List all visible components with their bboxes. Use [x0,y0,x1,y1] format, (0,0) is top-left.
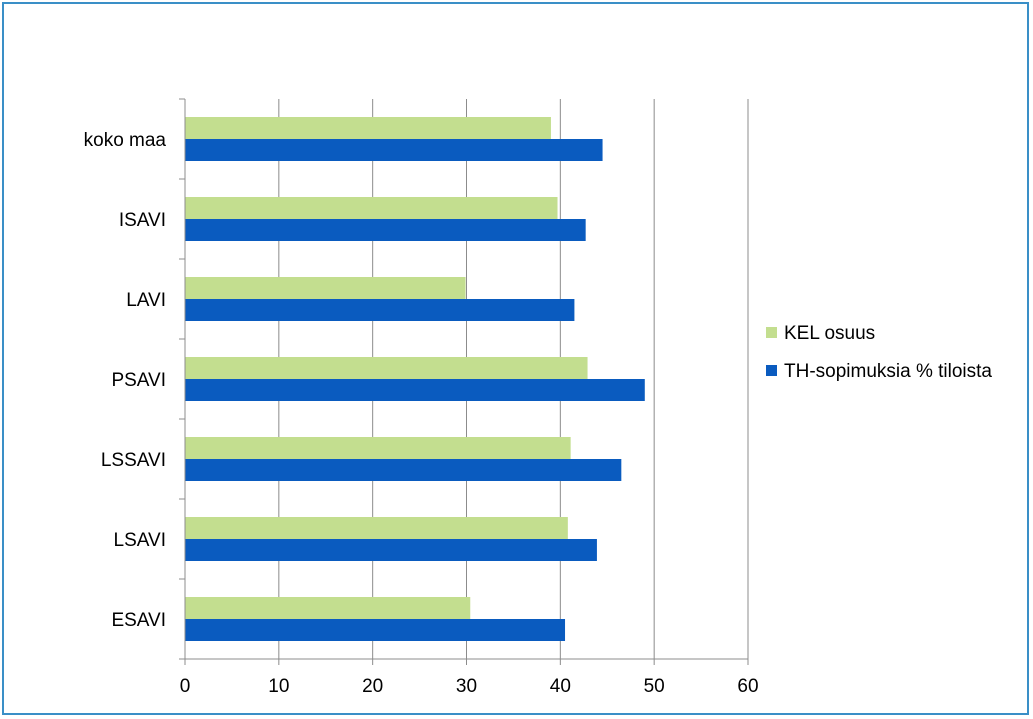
bar-kel-osuus [185,117,551,139]
legend-swatch-th-sopimuksia [766,365,777,376]
bar-th-sopimuksia [185,139,603,161]
category-label: koko maa [84,130,167,151]
axes [179,98,749,665]
category-labels: koko maa ISAVI LAVI PSAVI LSSAVI LSAVI ESAVI [84,130,167,631]
bar-th-sopimuksia [185,459,622,481]
bar-kel-osuus [185,597,471,619]
legend-label-th-sopimuksia: TH-sopimuksia % tiloista [784,361,992,382]
legend-swatch-kel-osuus [766,327,777,338]
bar-th-sopimuksia [185,539,597,561]
bars [185,117,645,641]
bar-th-sopimuksia [185,379,645,401]
x-tick-label: 60 [737,676,758,697]
x-tick-label: 10 [268,676,289,697]
x-tick-label: 30 [456,676,477,697]
category-label: ISAVI [119,210,166,231]
bar-kel-osuus [185,517,568,539]
bar-kel-osuus [185,277,466,299]
bar-th-sopimuksia [185,619,566,641]
category-label: LSSAVI [101,450,166,471]
category-label: LAVI [126,290,166,311]
bar-kel-osuus [185,357,588,379]
gridlines [278,99,749,659]
bar-th-sopimuksia [185,299,575,321]
legend: KEL osuus TH-sopimuksia % tiloista [766,323,992,382]
category-label: ESAVI [111,610,166,631]
bar-kel-osuus [185,437,571,459]
x-tick-label: 50 [644,676,665,697]
category-label: LSAVI [114,530,166,551]
x-tick-label: 40 [550,676,571,697]
category-label: PSAVI [111,370,166,391]
x-tick-label: 0 [180,676,191,697]
bar-th-sopimuksia [185,219,586,241]
x-tick-label: 20 [362,676,383,697]
legend-label-kel-osuus: KEL osuus [784,323,875,344]
tick-labels: 0 10 20 30 40 50 60 [180,676,759,697]
bar-kel-osuus [185,197,558,219]
